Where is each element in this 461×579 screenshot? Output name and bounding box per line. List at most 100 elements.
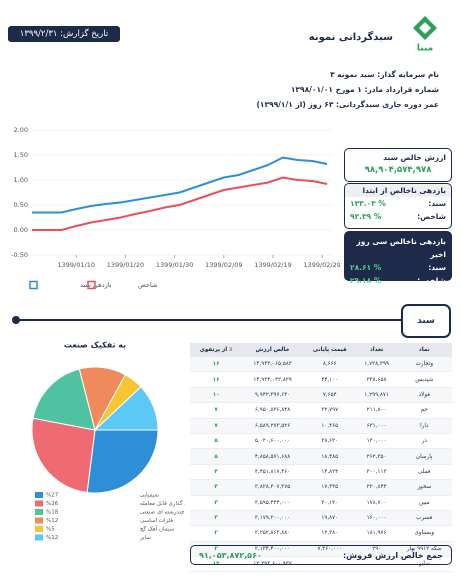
line-chart: -0.50 0.00 0.50 1.00 1.50 2.00 1399/01/10 1399/… — [11, 126, 340, 290]
table-cell: ۷ — [190, 418, 243, 434]
table-cell: ۱۴,۹۲۴,۰۳۲,۸۲۹ — [242, 371, 303, 388]
x-tick-label: 1399/02/09 — [205, 261, 242, 269]
x-tick-label: 1399/01/20 — [107, 261, 144, 269]
y-tick-label: 0.00 — [14, 226, 28, 234]
table-row: فولاد ۱,۲۹۹,۸۷۱ ۷,۶۵۴ ۹,۹۴۲,۳۹۷,۶۴۰ ۱۰ — [190, 387, 452, 404]
series-line — [32, 176, 328, 231]
column-header: ٪ از پرتفوی — [190, 343, 243, 357]
table-cell: ۱۴,۸۳۴ — [302, 464, 357, 481]
table-cell: ۳,۵۹۵,۴۴۴,۰۰۰ — [242, 495, 303, 511]
table-cell: ۳۳۸,۶۵۸ — [356, 371, 397, 388]
title: سبدگردانی نمونه — [308, 32, 393, 43]
table-cell: ۳,۱۷۹,۲۰۰,۰۰۰ — [242, 510, 303, 527]
table-row: فملی ۳۰۰,۱۱۳ ۱۴,۸۳۴ ۴,۴۵۱,۸۱۷,۴۶۰ ۴ — [190, 464, 452, 481]
legend-value: %18 — [46, 510, 59, 516]
table-cell: ۱,۲۹۹,۸۷۱ — [356, 387, 397, 404]
logo: مبنا — [413, 16, 437, 54]
table-cell: ۲,۲۵۲,۸۶۳,۸۸۰ — [242, 525, 303, 542]
header-row: نماد تعداد قیمت پایانی خالص ارزش ٪ از پرتفوی — [190, 343, 452, 357]
table-cell: ۱۷۸,۷۰۰ — [356, 495, 397, 511]
column-header: قیمت پایانی — [302, 343, 357, 357]
table-cell: ۵ — [190, 448, 243, 465]
legend-swatch — [35, 500, 43, 507]
table-row: دارا ۶۳۱,۰۰۰ ۱۰,۴۶۵ ۶,۵۸۹,۲۷۳,۵۲۶ ۷ — [190, 418, 452, 434]
legend-swatch — [35, 526, 43, 532]
table-cell: ۴ — [190, 464, 243, 481]
legend-value: %27 — [46, 493, 59, 499]
table-row: ذر ۱۳۰,۰۰۰ ۳۸,۶۲۰ ۵,۰۲۰,۶۰۰,۰۰۰ ۵ — [190, 433, 452, 450]
table-row: وتجارت ۱,۷۲۸,۳۹۹ ۸,۶۶۶ ۱۴,۹۳۳,۰۶۵,۵۸۲ ۱۶ — [190, 357, 452, 373]
table-row: وبستاوی ۱۸۱,۹۷۶ ۱۲,۳۸۰ ۲,۲۵۲,۸۶۳,۸۸۰ ۲ — [190, 525, 452, 542]
info-line: عمر دوره جاری سبدگردانی: ۶۳ روز (از ۱۳۹۹… — [256, 100, 439, 109]
x-tick-label: 1399/02/29 — [303, 261, 340, 269]
table-cell: ۵,۰۲۰,۶۰۰,۰۰۰ — [242, 433, 303, 450]
row-value: % ۱۳۳.۰۳ — [350, 199, 386, 208]
total-box: جمع خالص ارزش فروش: ۹۱,۰۵۳,۸۷۲,۵۶۰ — [190, 545, 452, 565]
legend-label: سایر — [139, 535, 151, 541]
holdings-table: نماد تعداد قیمت پایانی خالص ارزش ٪ از پرتفوی… — [190, 343, 452, 573]
table-cell: ۴ — [190, 479, 243, 496]
table-cell: ۴۴,۱۰۰ — [302, 371, 357, 388]
table-cell: ۴,۴۵۱,۸۱۷,۴۶۰ — [242, 464, 303, 481]
legend-value: %5 — [46, 527, 55, 533]
table-cell: ۱۷,۳۳۵ — [302, 479, 357, 496]
column-header: نماد — [396, 343, 452, 357]
table-cell: ۱۰,۴۶۵ — [302, 418, 357, 434]
table-cell: ۱۰ — [190, 387, 243, 404]
y-tick-label: -0.50 — [11, 251, 28, 259]
table-cell: ۱۳۰,۰۰۰ — [356, 433, 397, 450]
legend-label: فلزات اساسی — [140, 518, 173, 524]
table-cell: ۶۳۱,۰۰۰ — [356, 418, 397, 434]
nav-value: ۹۸,۹۰۴,۵۷۴,۹۷۸ — [364, 165, 432, 175]
table-cell: ۸,۶۶۶ — [302, 357, 357, 373]
table-cell: ۱۸,۴۸۵ — [302, 448, 357, 465]
table-cell: ۹,۹۴۲,۳۹۷,۶۴۰ — [242, 387, 303, 404]
since-start-box: بازدهی ناخالص از ابتدا سبد: % ۱۳۳.۰۳ شاخص… — [344, 183, 452, 229]
legend-swatch — [35, 492, 43, 498]
box-title: بازدهی ناخالص از ابتدا — [345, 184, 451, 197]
table-cell: پارسان — [396, 448, 452, 465]
logo-text: مبنا — [417, 44, 433, 54]
table-cell: ۱۹,۸۷۰ — [302, 510, 357, 527]
legend-swatch — [29, 280, 38, 290]
table-cell: ۱۶ — [190, 371, 243, 388]
table-cell: فولاد — [396, 387, 452, 404]
table-cell: ۱۲,۳۸۰ — [302, 525, 357, 542]
table-cell: ۵ — [190, 433, 243, 450]
row-label: شاخص: — [417, 212, 446, 221]
legend-label: شاخص — [138, 281, 157, 289]
section-title: سبد — [401, 304, 451, 338]
table-cell: ۳۸,۶۲۰ — [302, 433, 357, 450]
table-cell: ۲۰,۱۲۰ — [302, 495, 357, 511]
table-cell: ۲۲۰,۸۴۳ — [356, 479, 397, 496]
table-cell: وبستاوی — [396, 525, 452, 542]
pie-slice — [93, 386, 159, 431]
row-label: شاخص: — [417, 276, 446, 285]
table-cell: ۳۲,۷۹۷ — [302, 402, 357, 419]
info-line: شماره قرارداد مادر: ۱ مورخ ۱۳۹۸/۰۱/۰۱ — [290, 85, 439, 94]
table-cell: ۳ — [190, 495, 243, 511]
table-cell: ۳ — [190, 510, 243, 527]
table-cell: ۱۴,۹۳۳,۰۶۵,۵۸۲ — [242, 357, 303, 373]
legend-value: %12 — [46, 518, 58, 524]
divider — [12, 316, 410, 324]
column-header: تعداد — [356, 343, 397, 357]
pie-chart: به تفکیک صنعت %27 شیمیایی %26 صندوق سرمایه گ… — [31, 341, 185, 541]
table-cell: فسرب — [396, 510, 452, 527]
info-line: نام سرمایه گذار: سبد نمونه ۳ — [330, 70, 439, 79]
pie-slice — [32, 368, 96, 431]
table-row: جم ۲۱۱,۸۰۰ ۳۲,۷۹۷ ۶,۹۵۰,۸۳۶,۸۴۸ ۷ — [190, 402, 452, 419]
logo-mark-inner — [419, 22, 431, 34]
legend-value: %26 — [46, 501, 59, 507]
table-row: فسرب ۱۶۰,۰۰۰ ۱۹,۸۷۰ ۳,۱۷۹,۲۰۰,۰۰۰ ۳ — [190, 510, 452, 527]
column-header: خالص ارزش — [242, 343, 303, 357]
row-value: % ۲۸.۶۱ — [350, 263, 382, 272]
table-cell: ذر — [396, 433, 452, 450]
table-cell: ۷,۶۵۴ — [302, 387, 357, 404]
pie-slice — [31, 417, 96, 494]
table-cell: دارا — [396, 418, 452, 434]
total-value: ۹۱,۰۵۳,۸۷۲,۵۶۰ — [199, 550, 262, 560]
table-cell: ۲ — [190, 525, 243, 542]
table-cell: ۱۶ — [190, 357, 243, 373]
